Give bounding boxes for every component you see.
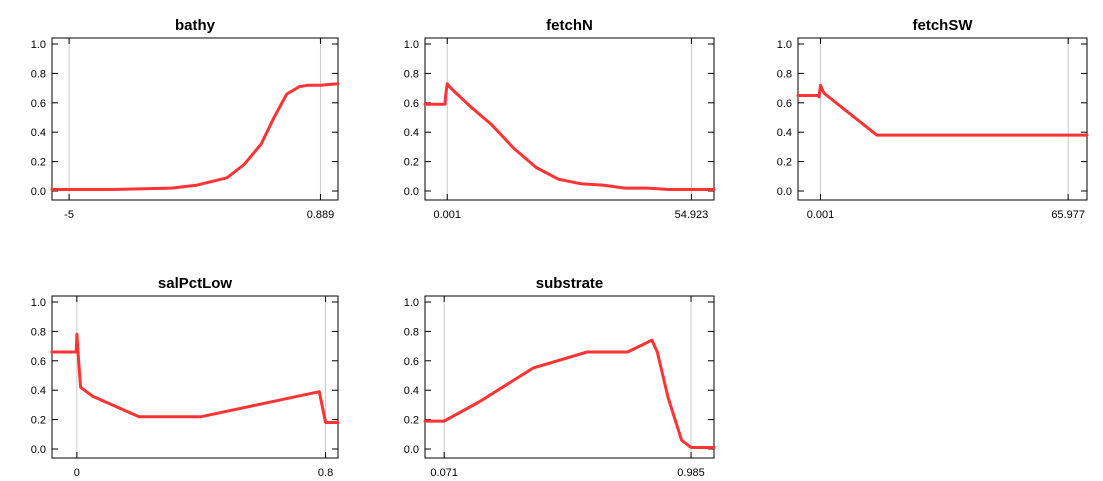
response-curve-bathy [50,82,340,191]
response-curve-fetchN [423,82,716,191]
chart-title: salPctLow [158,275,233,292]
y-tick-label: 1.0 [404,39,419,51]
y-tick-label: 0.4 [404,127,419,139]
x-tick-label: 0 [74,467,80,479]
y-tick-label: 0.8 [404,326,419,338]
y-tick-label: 0.0 [777,186,792,198]
x-tick-label: 0.889 [307,209,335,221]
y-tick-label: 0.6 [31,356,46,368]
y-tick-label: 0.2 [777,157,792,169]
y-tick-label: 0.6 [777,98,792,110]
y-tick-label: 0.6 [31,98,46,110]
y-tick-label: 1.0 [31,39,46,51]
x-tick-label: 54.923 [675,209,709,221]
plot-frame [51,295,339,459]
y-tick-label: 0.4 [777,127,792,139]
x-tick-label: 0.001 [433,209,461,221]
y-tick-label: 0.6 [404,98,419,110]
y-tick-label: 0.0 [404,186,419,198]
plot-frame [51,37,339,201]
y-tick-label: 0.8 [777,68,792,80]
response-curve-salPctLow [50,332,340,424]
y-tick-label: 0.0 [31,444,46,456]
y-tick-label: 0.2 [31,157,46,169]
y-tick-label: 1.0 [31,297,46,309]
y-tick-label: 0.4 [31,127,46,139]
x-tick-label: 0.985 [677,467,705,479]
chart-title: bathy [175,17,216,34]
plot-frame [424,295,715,459]
x-tick-label: -5 [64,209,74,221]
x-tick-label: 65.977 [1051,209,1085,221]
y-tick-label: 0.6 [404,356,419,368]
y-tick-label: 0.2 [404,415,419,427]
plot-frame [424,37,715,201]
y-tick-label: 1.0 [404,297,419,309]
y-tick-label: 0.4 [404,385,419,397]
x-tick-label: 0.071 [430,467,458,479]
chart-panel-bathy: bathy 0.0 0.2 0.4 0.6 0.8 1.0 -5 0.889 [31,17,340,221]
chart-panel-substrate: substrate 0.0 0.2 0.4 0.6 0.8 1.0 0.071 0.985 [404,275,716,479]
plot-frame [797,37,1088,201]
chart-title: fetchSW [913,17,974,34]
y-tick-label: 0.8 [31,68,46,80]
y-tick-label: 0.8 [31,326,46,338]
chart-panel-salPctLow: salPctLow 0.0 0.2 0.4 0.6 0.8 1.0 0 0.8 [31,275,340,479]
y-tick-label: 0.8 [404,68,419,80]
x-tick-label: 0.8 [318,467,333,479]
chart-title: fetchN [546,17,593,34]
response-curve-fetchSW [796,83,1089,137]
response-curve-substrate [423,338,716,449]
x-tick-label: 0.001 [807,209,835,221]
chart-panel-fetchN: fetchN 0.0 0.2 0.4 0.6 0.8 1.0 0.001 54.923 [404,17,716,221]
y-tick-label: 0.0 [404,444,419,456]
y-tick-label: 0.4 [31,385,46,397]
chart-panel-fetchSW: fetchSW 0.0 0.2 0.4 0.6 0.8 1.0 0.001 65.977 [777,17,1089,221]
y-tick-label: 0.2 [404,157,419,169]
y-tick-label: 0.2 [31,415,46,427]
y-tick-label: 0.0 [31,186,46,198]
chart-title: substrate [536,275,604,292]
y-tick-label: 1.0 [777,39,792,51]
